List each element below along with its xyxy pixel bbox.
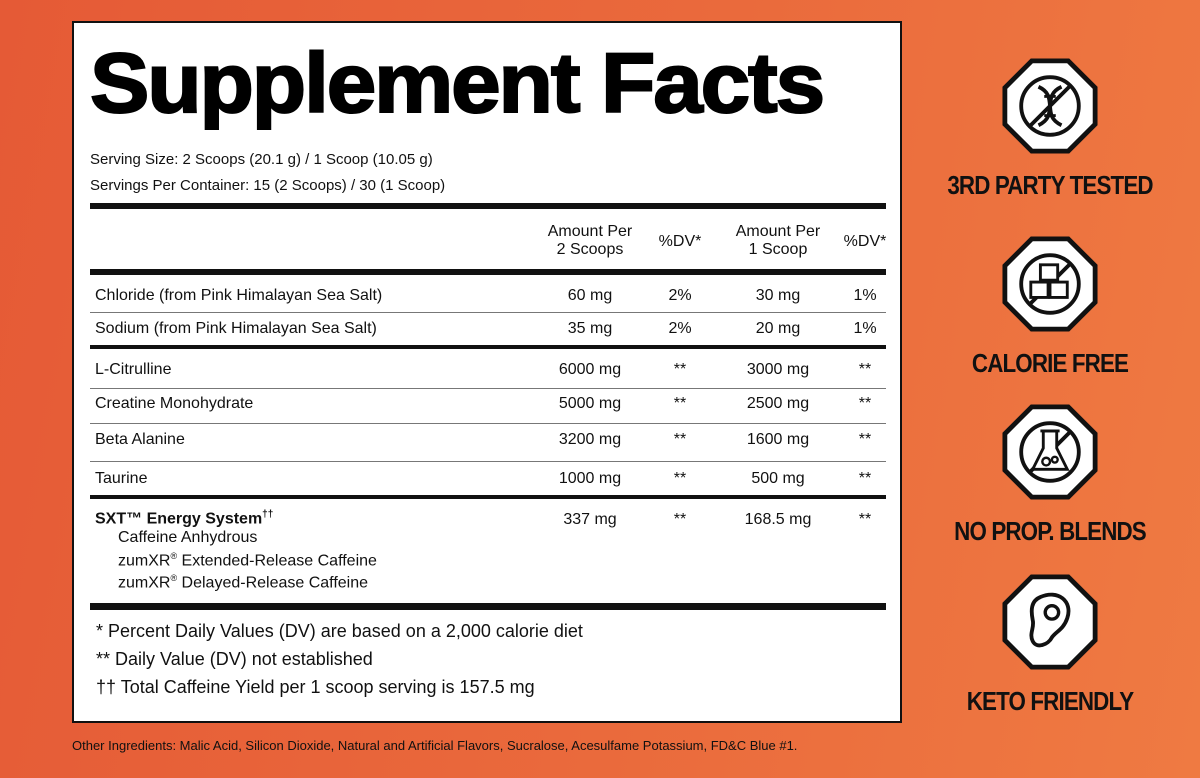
other-ingredients: Other Ingredients: Malic Acid, Silicon D… <box>72 738 798 753</box>
dna-icon <box>1002 58 1098 154</box>
no-sugar-cubes-icon <box>1002 236 1098 332</box>
row-divider <box>90 423 886 424</box>
amount-2-scoops: 35 mg <box>567 320 613 337</box>
table-row: L-Citrulline 6000 mg ** 3000 mg ** <box>90 355 886 389</box>
dv-2-scoops: ** <box>673 395 687 412</box>
table-row: Sodium (from Pink Himalayan Sea Salt) 35… <box>90 314 886 344</box>
panel-title: Supplement Facts <box>89 36 826 130</box>
ingredient-name: Creatine Monohydrate <box>95 395 254 412</box>
amount-1-scoop: 500 mg <box>751 470 805 487</box>
amount-1-scoop: 3000 mg <box>746 361 810 378</box>
ingredient-name: Chloride (from Pink Himalayan Sea Salt) <box>95 287 383 304</box>
amount-2-scoops: 60 mg <box>567 287 613 304</box>
dv-1-scoop: ** <box>858 470 872 487</box>
dv-2-scoops: ** <box>673 361 687 378</box>
ingredient-name: L-Citrulline <box>95 361 172 378</box>
table-row: Beta Alanine 3200 mg ** 1600 mg ** <box>90 425 886 462</box>
header-amount-2-scoops: Amount Per 2 Scoops <box>547 223 633 258</box>
serving-size: Serving Size: 2 Scoops (20.1 g) / 1 Scoo… <box>90 151 433 168</box>
badge-label: KETO FRIENDLY <box>966 686 1134 716</box>
ingredient-name: Taurine <box>95 470 148 487</box>
supplement-facts-panel: Supplement Facts Serving Size: 2 Scoops … <box>72 21 902 723</box>
row-divider <box>90 461 886 462</box>
sub-ingredient: zumXR® Extended-Release Caffeine <box>118 551 377 570</box>
amount-2-scoops: 1000 mg <box>558 470 622 487</box>
dv-2-scoops: ** <box>673 470 687 487</box>
badge-no-prop-blends: NO PROP. BLENDS <box>930 404 1170 547</box>
dv-1-scoop: ** <box>858 511 872 528</box>
table-row: Taurine 1000 mg ** 500 mg ** <box>90 464 886 494</box>
steak-icon <box>1002 574 1098 670</box>
amount-1-scoop: 168.5 mg <box>744 511 812 528</box>
amount-2-scoops: 6000 mg <box>558 361 622 378</box>
amount-2-scoops: 5000 mg <box>558 395 622 412</box>
dv-2-scoops: ** <box>673 431 687 448</box>
badge-label: 3RD PARTY TESTED <box>947 170 1153 200</box>
amount-1-scoop: 2500 mg <box>746 395 810 412</box>
thick-divider <box>90 603 886 610</box>
amount-2-scoops: 337 mg <box>563 511 617 528</box>
servings-per-container: Servings Per Container: 15 (2 Scoops) / … <box>90 177 446 194</box>
header-dv-2-scoops: %DV* <box>658 233 702 250</box>
table-row: Chloride (from Pink Himalayan Sea Salt) … <box>90 281 886 313</box>
badge-label: NO PROP. BLENDS <box>954 516 1147 546</box>
sub-ingredient: zumXR® Delayed-Release Caffeine <box>118 573 369 592</box>
energy-system-name: SXT™ Energy System†† <box>95 509 274 528</box>
badge-keto-friendly: KETO FRIENDLY <box>930 574 1170 717</box>
thick-divider <box>90 495 886 499</box>
ingredient-name: Beta Alanine <box>95 431 185 448</box>
amount-1-scoop: 20 mg <box>755 320 801 337</box>
thick-divider <box>90 345 886 349</box>
badge-calorie-free: CALORIE FREE <box>930 236 1170 379</box>
footnote-caffeine: †† Total Caffeine Yield per 1 scoop serv… <box>96 677 535 697</box>
dv-1-scoop: ** <box>858 395 872 412</box>
sub-ingredient: Caffeine Anhydrous <box>118 529 258 546</box>
thick-divider <box>90 269 886 275</box>
no-flask-icon <box>1002 404 1098 500</box>
dv-2-scoops: 2% <box>668 287 692 304</box>
dv-1-scoop: ** <box>858 431 872 448</box>
dv-1-scoop: 1% <box>853 320 877 337</box>
row-divider <box>90 388 886 389</box>
row-divider <box>90 312 886 313</box>
footnote-not-established: ** Daily Value (DV) not established <box>96 649 373 669</box>
badge-3rd-party-tested: 3RD PARTY TESTED <box>930 58 1170 201</box>
header-dv-1-scoop: %DV* <box>843 233 887 250</box>
amount-2-scoops: 3200 mg <box>558 431 622 448</box>
header-amount-1-scoop: Amount Per 1 Scoop <box>735 223 821 258</box>
ingredient-name: Sodium (from Pink Himalayan Sea Salt) <box>95 320 377 337</box>
dv-2-scoops: 2% <box>668 320 692 337</box>
footnote-dv: * Percent Daily Values (DV) are based on… <box>96 621 583 641</box>
dv-1-scoop: ** <box>858 361 872 378</box>
table-row: Creatine Monohydrate 5000 mg ** 2500 mg … <box>90 389 886 424</box>
thick-divider <box>90 203 886 209</box>
dv-1-scoop: 1% <box>853 287 877 304</box>
amount-1-scoop: 1600 mg <box>746 431 810 448</box>
amount-1-scoop: 30 mg <box>755 287 801 304</box>
badge-label: CALORIE FREE <box>971 348 1129 378</box>
dv-2-scoops: ** <box>673 511 687 528</box>
